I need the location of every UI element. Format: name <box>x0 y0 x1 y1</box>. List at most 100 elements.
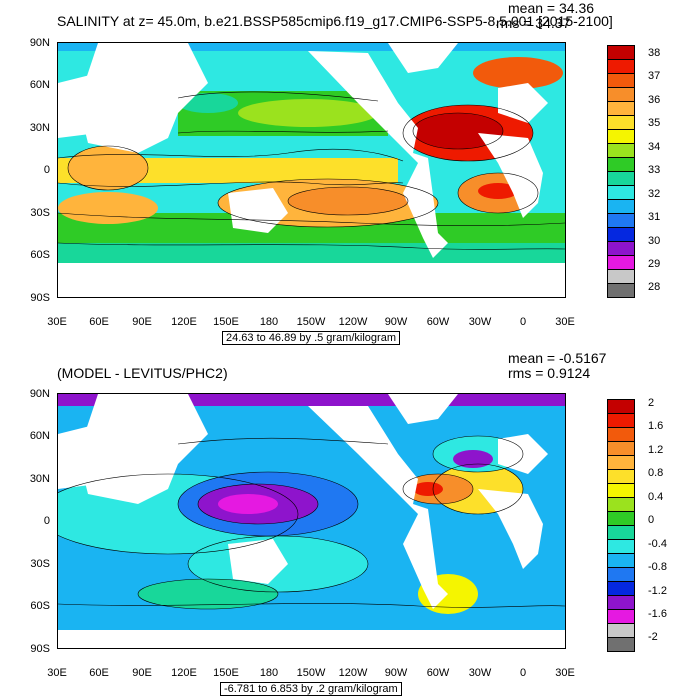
colorbar-swatch <box>607 483 635 498</box>
colorbar <box>607 399 635 652</box>
lon-label: 120W <box>338 667 368 679</box>
colorbar-swatch <box>607 255 635 270</box>
colorbar-swatch <box>607 595 635 610</box>
lat-label: 0 <box>43 164 50 176</box>
colorbar-label: 0.4 <box>648 491 664 503</box>
colorbar-label: 34 <box>648 141 661 153</box>
lon-label: 60E <box>89 667 109 679</box>
lat-label: 60N <box>29 430 50 442</box>
colorbar-swatch <box>607 441 635 456</box>
salinity-map <box>57 42 566 298</box>
colorbar-label: 35 <box>648 117 661 129</box>
lon-label: 120E <box>171 667 197 679</box>
lat-label: 60S <box>30 249 50 261</box>
lon-label: 60W <box>426 316 450 328</box>
colorbar-label: 33 <box>648 164 661 176</box>
lon-label: 150E <box>213 316 239 328</box>
rms-label: rms = 0.9124 <box>508 365 591 381</box>
colorbar-swatch <box>607 427 635 442</box>
lat-label: 90N <box>29 37 50 49</box>
contour-info: -6.781 to 6.853 by .2 gram/kilogram <box>220 682 402 696</box>
colorbar-label: 1.2 <box>648 444 664 456</box>
colorbar-swatch <box>607 511 635 526</box>
colorbar-label: 1.6 <box>648 420 664 432</box>
lon-label: 150W <box>296 316 326 328</box>
colorbar-swatch <box>607 45 635 60</box>
lon-label: 120E <box>171 316 197 328</box>
lat-label: 30S <box>30 207 50 219</box>
colorbar-label: 0 <box>648 514 655 526</box>
colorbar-swatch <box>607 469 635 484</box>
lon-label: 0 <box>519 316 527 328</box>
colorbar-swatch <box>607 241 635 256</box>
colorbar-label: 31 <box>648 211 661 223</box>
colorbar-label: 30 <box>648 235 661 247</box>
lat-label: 60S <box>30 600 50 612</box>
lon-label: 60W <box>426 667 450 679</box>
colorbar-swatch <box>607 525 635 540</box>
lon-label: 30W <box>468 316 492 328</box>
colorbar-swatch <box>607 567 635 582</box>
lat-label: 30N <box>29 122 50 134</box>
difference-map <box>57 393 566 649</box>
colorbar-swatch <box>607 497 635 512</box>
colorbar-swatch <box>607 413 635 428</box>
lat-label: 30S <box>30 558 50 570</box>
lon-label: 30E <box>555 667 575 679</box>
colorbar-swatch <box>607 553 635 568</box>
colorbar-swatch <box>607 399 635 414</box>
colorbar-swatch <box>607 73 635 88</box>
colorbar-label: 38 <box>648 47 661 59</box>
colorbar-swatch <box>607 157 635 172</box>
lon-label: 30E <box>47 316 67 328</box>
difference-panel: (MODEL - LEVITUS/PHC2) mean = -0.5167 rm… <box>0 350 700 700</box>
colorbar-swatch <box>607 143 635 158</box>
contour-info: 24.63 to 46.89 by .5 gram/kilogram <box>222 331 400 345</box>
lon-label: 180 <box>259 316 279 328</box>
panel-title: SALINITY at z= 45.0m, b.e21.BSSP585cmip6… <box>57 13 613 29</box>
colorbar-swatch <box>607 623 635 638</box>
lon-label: 90W <box>384 667 408 679</box>
colorbar-label: 28 <box>648 281 661 293</box>
colorbar-swatch <box>607 455 635 470</box>
lon-label: 180 <box>259 667 279 679</box>
lon-label: 0 <box>519 667 527 679</box>
colorbar-swatch <box>607 609 635 624</box>
colorbar <box>607 45 635 298</box>
colorbar-label: 32 <box>648 188 661 200</box>
lat-label: 0 <box>43 515 50 527</box>
lat-label: 90S <box>30 292 50 304</box>
mean-label: mean = -0.5167 <box>508 350 607 366</box>
colorbar-swatch <box>607 227 635 242</box>
colorbar-swatch <box>607 115 635 130</box>
colorbar-swatch <box>607 637 635 652</box>
colorbar-swatch <box>607 269 635 284</box>
lon-label: 30E <box>47 667 67 679</box>
colorbar-label: 2 <box>648 397 655 409</box>
panel-title: (MODEL - LEVITUS/PHC2) <box>57 365 228 381</box>
colorbar-swatch <box>607 129 635 144</box>
colorbar-label: -1.2 <box>648 585 667 597</box>
colorbar-label: 37 <box>648 70 661 82</box>
rms-label: rms = 34.37 <box>496 15 571 31</box>
colorbar-swatch <box>607 185 635 200</box>
colorbar-swatch <box>607 87 635 102</box>
colorbar-swatch <box>607 59 635 74</box>
salinity-panel: SALINITY at z= 45.0m, b.e21.BSSP585cmip6… <box>29 1 661 345</box>
colorbar-swatch <box>607 213 635 228</box>
colorbar-label: 29 <box>648 258 661 270</box>
colorbar-swatch <box>607 171 635 186</box>
colorbar-swatch <box>607 199 635 214</box>
lon-label: 30W <box>468 667 492 679</box>
lon-label: 90E <box>132 667 152 679</box>
lon-label: 90W <box>384 316 408 328</box>
lon-label: 150W <box>296 667 326 679</box>
colorbar-label: -2 <box>648 631 658 643</box>
colorbar-swatch <box>607 539 635 554</box>
lat-label: 90S <box>30 643 50 655</box>
salinity-field <box>58 43 565 297</box>
colorbar-label: 0.8 <box>648 467 664 479</box>
lon-label: 120W <box>338 316 368 328</box>
lat-label: 90N <box>29 388 50 400</box>
colorbar-swatch <box>607 581 635 596</box>
